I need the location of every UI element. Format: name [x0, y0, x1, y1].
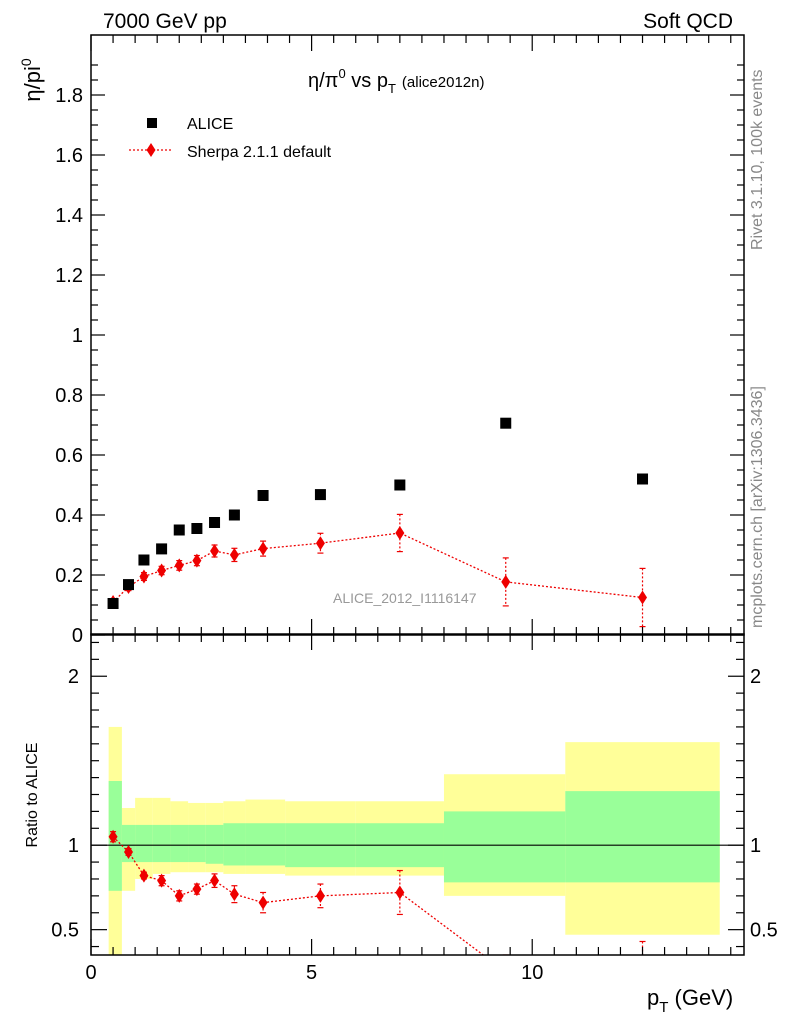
ratio-y-tick-label-right: 0.5: [750, 920, 778, 942]
y-tick-label: 0.2: [55, 565, 83, 587]
legend-label-alice: ALICE: [187, 116, 233, 133]
y-tick-label: 0.6: [55, 445, 83, 467]
green-band: [135, 824, 153, 863]
y-tick-label: 1: [72, 325, 83, 347]
analysis-tag: ALICE_2012_I1116147: [333, 590, 477, 606]
ratio-point: [395, 885, 405, 900]
x-axis-label: pT (GeV): [647, 985, 733, 1016]
ratio-point: [501, 965, 510, 979]
ratio-y-tick-label-right: 2: [750, 666, 761, 688]
main-plot-axes: 0 0.2 0.4 0.6 0.8 1 1.2 1.4 1.6 1.8: [55, 34, 745, 647]
alice-point: [156, 543, 168, 555]
ratio-y-tick-label: 1: [68, 835, 79, 857]
y-tick-label: 0.8: [55, 385, 83, 407]
sherpa-point: [638, 590, 648, 605]
ratio-point: [258, 895, 268, 910]
y-tick-label: 0.4: [55, 505, 83, 527]
sherpa-point: [210, 544, 220, 558]
plot-title: η/π0 vs pT (alice2012n): [308, 66, 484, 96]
legend: ALICE Sherpa 2.1.1 default: [129, 116, 332, 161]
alice-point: [107, 598, 119, 609]
mcplots-label: mcplots.cern.ch [arXiv:1306.3436]: [749, 386, 766, 628]
sherpa-point: [258, 541, 268, 556]
sherpa-point: [501, 574, 511, 589]
y-tick-label: 0: [72, 625, 83, 647]
ratio-point: [210, 873, 220, 888]
ratio-plot-data: [91, 829, 744, 981]
header-right: Soft QCD: [643, 10, 733, 33]
y-tick-label: 1.6: [55, 145, 83, 167]
ratio-point: [315, 888, 325, 903]
y-tick-label: 1.4: [55, 205, 83, 227]
sherpa-point: [229, 547, 239, 562]
ratio-y-axis-label: Ratio to ALICE: [24, 743, 41, 848]
ratio-point: [229, 887, 239, 902]
green-band: [188, 824, 206, 863]
green-band: [223, 823, 246, 866]
y-tick-label: 1.2: [55, 265, 83, 287]
sherpa-point: [139, 569, 149, 584]
header-left: 7000 GeV pp: [103, 10, 227, 33]
legend-marker-alice: [147, 118, 157, 128]
green-band: [205, 824, 224, 864]
main-plot-panel: 0 0.2 0.4 0.6 0.8 1 1.2 1.4 1.6 1.8 η/π0 vs pT (al…: [18, 34, 745, 647]
x-tick-label: 5: [306, 962, 317, 984]
alice-point: [209, 517, 221, 528]
legend-marker-sherpa: [146, 143, 156, 157]
ratio-uncertainty-bands: [108, 726, 720, 955]
ratio-point: [124, 844, 134, 859]
alice-point: [123, 579, 135, 591]
y-tick-label: 1.8: [55, 85, 83, 107]
alice-point: [138, 554, 150, 566]
alice-point: [228, 509, 240, 521]
green-band: [565, 791, 720, 883]
rivet-label: Rivet 3.1.10, 100k events: [749, 69, 766, 250]
alice-point: [173, 524, 185, 536]
sherpa-point: [174, 558, 184, 573]
ratio-y-tick-label-right: 1: [750, 835, 761, 857]
ratio-point: [638, 967, 647, 981]
alice-point: [314, 489, 326, 501]
green-band: [170, 824, 189, 863]
ratio-point: [157, 873, 167, 888]
x-tick-label: 0: [85, 962, 96, 984]
ratio-point: [108, 829, 118, 844]
sherpa-point: [315, 536, 325, 551]
sherpa-point: [395, 526, 405, 540]
alice-point: [257, 490, 269, 501]
alice-point: [637, 473, 649, 485]
y-axis-label: η/pi0: [18, 58, 45, 101]
x-tick-label: 10: [521, 962, 543, 984]
sherpa-point: [157, 563, 167, 578]
legend-label-sherpa: Sherpa 2.1.1 default: [187, 144, 332, 161]
green-band: [443, 811, 566, 883]
ratio-plot-axes: 0.5 0.5 1 1 2 2 0 5 10: [51, 633, 778, 984]
ratio-point: [139, 868, 149, 883]
ratio-y-tick-label: 0.5: [51, 920, 79, 942]
green-band: [152, 824, 171, 863]
alice-point: [191, 523, 203, 534]
alice-point: [500, 417, 512, 429]
alice-point: [394, 479, 406, 491]
ratio-point: [174, 888, 184, 903]
green-band: [245, 823, 286, 866]
ratio-plot-panel: 0.5 0.5 1 1 2 2 0 5 10 Ratio to ALICE pT (GeV): [24, 633, 778, 1016]
sherpa-point: [192, 553, 202, 568]
main-plot-data: [107, 417, 649, 628]
ratio-point: [192, 882, 202, 897]
ratio-y-tick-label: 2: [68, 666, 79, 688]
